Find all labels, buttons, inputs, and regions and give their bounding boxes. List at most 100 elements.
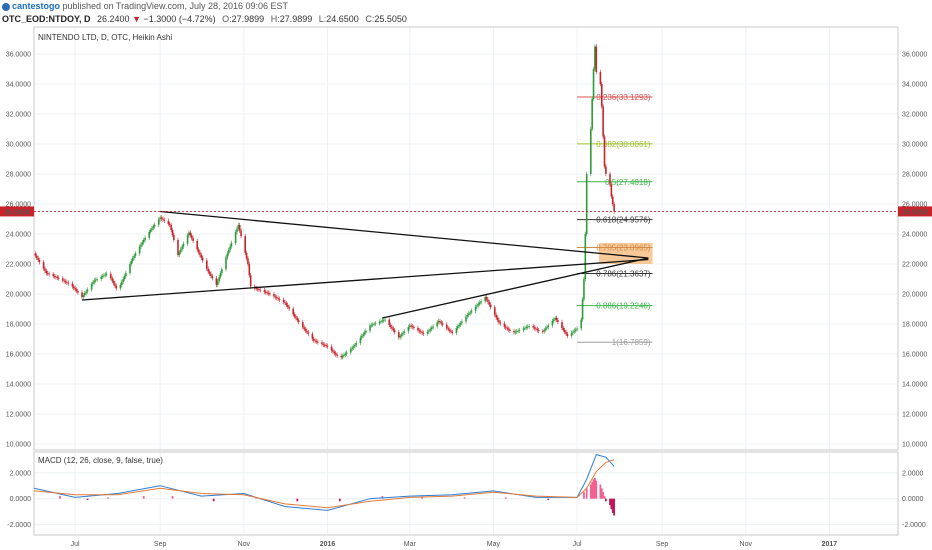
macd-histogram-bar xyxy=(595,480,598,499)
y-tick-label-left: 22.0000 xyxy=(6,262,31,269)
candle-body xyxy=(485,297,488,300)
y-tick-label-left: 18.0000 xyxy=(6,322,31,329)
x-tick-label: Nov xyxy=(238,541,251,548)
candle-body xyxy=(134,253,137,256)
candle-body xyxy=(120,282,123,285)
fib-level-label: 0.236(33.1293) xyxy=(596,93,651,102)
candle-body xyxy=(131,258,134,261)
fibonacci-levels: 0.236(33.1293) 0.382(30.0061) 0.5(27.4818)… xyxy=(577,93,653,347)
candle-body xyxy=(332,350,334,352)
x-tick-label: Nov xyxy=(740,541,753,548)
candle-body xyxy=(86,289,89,292)
candle-body xyxy=(200,255,203,258)
candle-body xyxy=(225,257,227,270)
candle-body xyxy=(584,234,587,279)
candle-body xyxy=(211,276,214,279)
candle-body xyxy=(74,288,76,290)
candle-body xyxy=(336,354,338,356)
candle-body xyxy=(244,236,246,253)
trendline xyxy=(81,258,649,301)
candle-body xyxy=(441,323,444,325)
candle-body xyxy=(110,273,112,279)
candle-body xyxy=(371,324,374,326)
macd-y-tick-label-right: -2.0000 xyxy=(902,522,926,529)
candle-body xyxy=(411,326,414,328)
macd-histogram-bar xyxy=(463,497,466,499)
macd-pane xyxy=(33,454,616,516)
candle-body xyxy=(546,327,548,329)
macd-histogram-bar xyxy=(142,496,145,499)
candle-body xyxy=(46,273,49,274)
close-value: 25.5050 xyxy=(374,14,407,24)
macd-y-tick-label-right: 0.0000 xyxy=(902,496,924,503)
candle-body xyxy=(350,348,352,353)
macd-histogram-bar xyxy=(59,496,61,499)
candle-body xyxy=(263,290,266,292)
candle-body xyxy=(190,235,193,239)
macd-series-line xyxy=(33,454,615,511)
candle-body xyxy=(554,318,556,320)
candle-body xyxy=(256,288,259,290)
candle-body xyxy=(351,347,353,349)
candle-body xyxy=(144,237,146,240)
candle-body xyxy=(613,204,615,212)
candle-body xyxy=(130,261,133,264)
candle-body xyxy=(374,323,377,325)
macd-histogram-bar xyxy=(591,481,594,499)
candle-body xyxy=(181,246,183,250)
candle-body xyxy=(370,324,373,326)
candle-body xyxy=(344,353,347,355)
y-tick-label-right: 36.0000 xyxy=(902,52,927,59)
candle-body xyxy=(419,331,422,333)
candle-body xyxy=(430,327,433,330)
candle-body xyxy=(413,327,415,328)
candle-body xyxy=(363,332,366,335)
candle-body xyxy=(326,345,329,347)
candle-body xyxy=(196,240,198,250)
x-tick-label: Sep xyxy=(656,541,669,548)
candle-body xyxy=(451,331,454,333)
candle-body xyxy=(574,329,577,331)
candle-body xyxy=(151,228,153,231)
candle-body xyxy=(429,329,432,331)
axes: 10.0000 10.0000 12.0000 12.0000 14.0000 14.00… xyxy=(6,52,928,549)
candle-body xyxy=(115,285,118,289)
candle-body xyxy=(333,351,336,354)
candle-body xyxy=(306,330,308,333)
macd-histogram-bar xyxy=(602,492,605,499)
fib-level-label: 0.786(21.3637) xyxy=(596,270,651,279)
candle-body xyxy=(496,317,499,320)
candle-body xyxy=(609,174,611,185)
candle-body xyxy=(38,260,41,263)
candle-body xyxy=(247,258,249,264)
candle-body xyxy=(323,344,326,346)
y-tick-label-right: 24.0000 xyxy=(902,232,927,239)
publish-info: cantestogo published on TradingView.com,… xyxy=(0,0,932,13)
candle-body xyxy=(340,355,342,358)
candle-body xyxy=(177,240,179,255)
y-tick-label-left: 14.0000 xyxy=(6,382,31,389)
candle-body xyxy=(458,324,460,327)
candle-body xyxy=(273,294,275,297)
candle-body xyxy=(494,307,496,315)
candle-body xyxy=(580,319,582,329)
candle-body xyxy=(312,338,315,341)
candle-body xyxy=(369,325,371,331)
candle-body xyxy=(197,249,200,253)
macd-histogram-bar xyxy=(600,488,603,499)
candle-body xyxy=(562,328,565,330)
macd-histogram-bar xyxy=(613,498,616,516)
candle-body xyxy=(330,346,333,351)
y-tick-label-right: 30.0000 xyxy=(902,142,927,149)
candle-body xyxy=(484,297,486,302)
candle-body xyxy=(296,318,299,321)
x-tick-label: May xyxy=(487,541,501,548)
candle-body xyxy=(461,321,463,324)
username-link[interactable]: cantestogo xyxy=(12,1,61,11)
y-tick-label-left: 28.0000 xyxy=(6,172,31,179)
candle-body xyxy=(83,293,86,296)
candle-body xyxy=(57,277,60,279)
candle-body xyxy=(384,319,386,321)
candle-body xyxy=(476,305,478,307)
